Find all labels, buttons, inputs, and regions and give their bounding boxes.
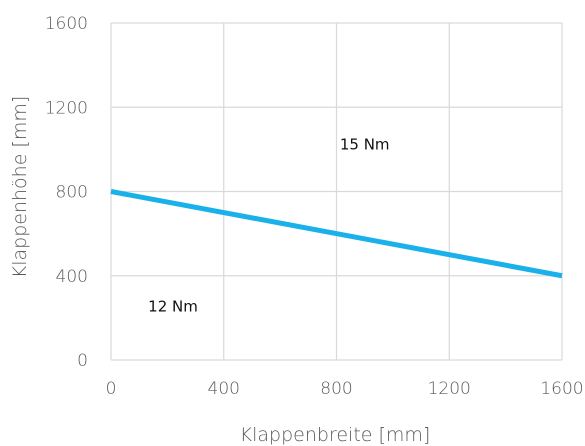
y-tick-label: 1600	[45, 14, 88, 34]
x-axis-ticks: 0 400 800 1200 1600	[106, 379, 584, 399]
y-axis-title: Klappenhöhe [mm]	[9, 96, 31, 279]
torque-annotation: 12 Nm	[148, 298, 198, 316]
x-tick-label: 0	[106, 379, 117, 399]
torque-annotation: 15 Nm	[340, 135, 390, 153]
annotations: 15 Nm 12 Nm	[148, 135, 389, 315]
y-tick-label: 0	[77, 351, 88, 371]
y-axis-ticks: 0 400 800 1200 1600	[45, 14, 88, 371]
x-axis-title: Klappenbreite [mm]	[240, 424, 431, 446]
series-line-0	[110, 189, 563, 279]
x-tick-label: 400	[208, 379, 240, 399]
series-layer	[110, 189, 563, 279]
x-tick-label: 1600	[540, 379, 583, 399]
x-tick-label: 800	[320, 379, 352, 399]
x-tick-label: 1200	[428, 379, 471, 399]
y-tick-label: 1200	[45, 98, 88, 118]
y-tick-label: 400	[56, 267, 88, 287]
grid	[110, 22, 563, 361]
y-tick-label: 800	[56, 183, 88, 203]
